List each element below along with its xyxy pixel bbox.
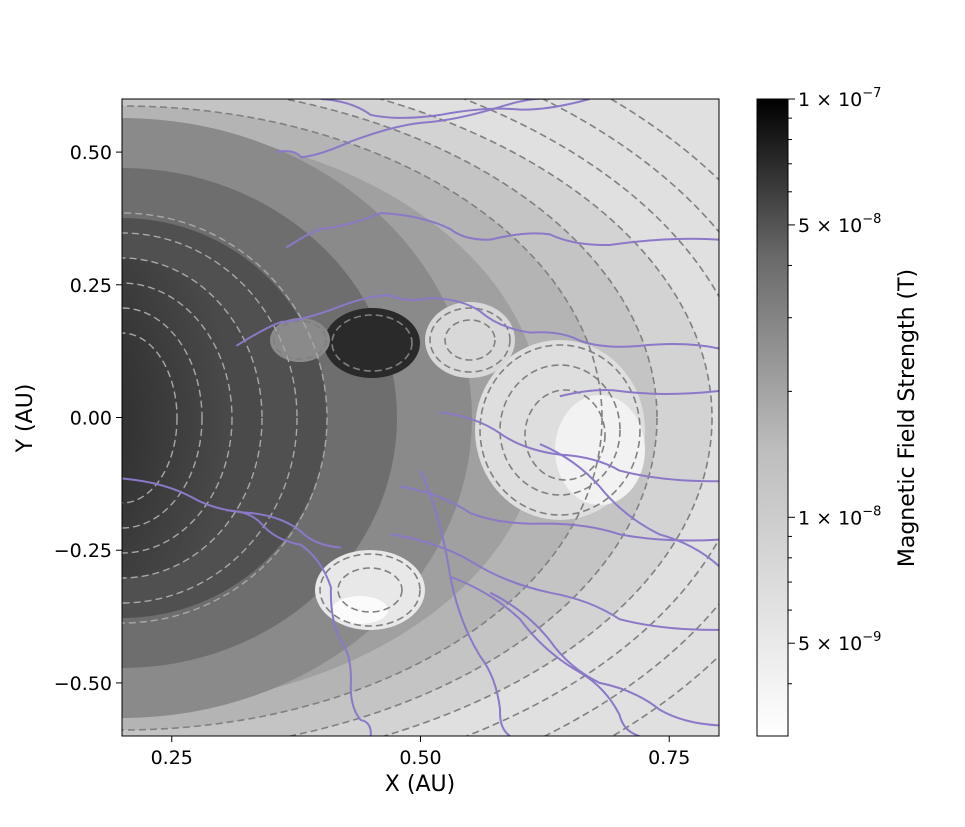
heatmap-field — [122, 99, 719, 736]
field-line — [390, 533, 719, 631]
colorbar-tick-label: 1 × 10−8 — [798, 504, 881, 529]
field-line — [400, 485, 719, 542]
contour-line — [429, 307, 511, 373]
x-tick-label: 0.25 — [151, 747, 193, 769]
field-lines — [122, 99, 719, 736]
contour-line — [377, 99, 713, 736]
field-line — [226, 509, 372, 736]
field-line — [276, 99, 550, 159]
contour-line — [122, 212, 328, 624]
x-axis: 0.25 0.50 0.75 — [151, 736, 690, 769]
colorbar-tick-label: 5 × 10−8 — [798, 212, 881, 237]
field-line — [539, 443, 719, 567]
contour-line — [524, 389, 606, 481]
bright-spot — [555, 395, 645, 505]
contour-line — [122, 332, 178, 504]
y-tick-label: −0.50 — [54, 673, 112, 695]
y-axis-label: Y (AU) — [13, 384, 38, 454]
contour-line — [122, 257, 263, 579]
contour-line — [122, 307, 203, 529]
field-line — [450, 575, 640, 736]
contour-line — [499, 364, 621, 496]
contour-line — [479, 344, 641, 516]
contour-line — [444, 319, 496, 361]
contour-line — [280, 99, 658, 736]
field-line — [285, 212, 719, 249]
contour-line — [337, 567, 403, 613]
contour-line — [122, 282, 233, 554]
colorbar-tick-label: 1 × 10−7 — [798, 86, 881, 111]
x-axis-label: X (AU) — [385, 772, 455, 797]
contour-lines-inner — [122, 212, 328, 624]
contour-line — [331, 314, 413, 372]
field-line — [489, 591, 719, 727]
field-line — [419, 470, 511, 736]
field-line — [122, 477, 341, 549]
field-core — [122, 258, 262, 578]
contour-line — [273, 320, 327, 360]
y-tick-label: −0.25 — [54, 540, 112, 562]
colorbar-label: Magnetic Field Strength (T) — [895, 269, 920, 567]
field-line — [235, 294, 719, 350]
colorbar-tick-label: 5 × 10−9 — [798, 630, 881, 655]
contour-line — [319, 553, 421, 627]
bright-spot-lower — [332, 596, 388, 624]
y-tick-label: 0.00 — [70, 408, 112, 430]
contour-line — [122, 232, 298, 604]
light-node — [270, 318, 330, 362]
dark-node — [324, 308, 420, 378]
y-tick-label: 0.25 — [70, 275, 112, 297]
field-line — [320, 99, 590, 119]
field-line — [559, 389, 719, 398]
contour-lines — [122, 99, 719, 736]
x-tick-label: 0.50 — [399, 747, 441, 769]
y-axis: 0.50 0.25 0.00 −0.25 −0.50 — [54, 142, 122, 695]
colorbar — [756, 98, 789, 737]
contour-line — [122, 105, 603, 731]
y-tick-label: 0.50 — [70, 142, 112, 164]
colorbar-ticks: 1 × 10−7 5 × 10−8 1 × 10−8 5 × 10−9 — [788, 86, 881, 685]
bright-region-upper — [425, 302, 515, 378]
x-tick-label: 0.75 — [648, 747, 690, 769]
